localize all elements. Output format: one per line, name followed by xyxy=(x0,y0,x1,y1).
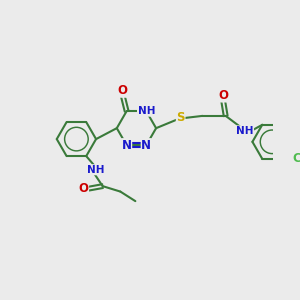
Text: O: O xyxy=(79,182,88,195)
Text: N: N xyxy=(141,139,151,152)
Text: O: O xyxy=(118,84,128,97)
Text: NH: NH xyxy=(236,126,254,136)
Text: NH: NH xyxy=(137,106,155,116)
Text: O: O xyxy=(218,89,228,102)
Text: NH: NH xyxy=(87,165,104,175)
Text: Cl: Cl xyxy=(292,152,300,165)
Text: S: S xyxy=(176,111,185,124)
Text: N: N xyxy=(122,139,132,152)
